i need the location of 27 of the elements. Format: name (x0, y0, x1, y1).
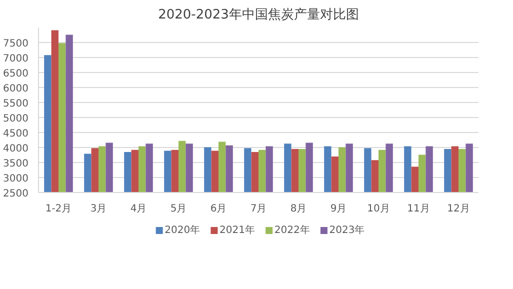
y-tick-label: 3500 (3, 158, 29, 170)
x-tick-label: 1-2月 (45, 204, 72, 214)
x-tick-label: 10月 (367, 204, 390, 214)
legend-label: 2023年 (329, 224, 365, 236)
legend-label: 2022年 (274, 224, 310, 236)
y-tick-label: 7500 (3, 38, 29, 50)
chart-title: 2020-2023年中国焦炭产量对比图 (158, 8, 359, 22)
y-tick-label: 3000 (3, 174, 29, 184)
y-tick-label: 7000 (3, 54, 29, 64)
x-tick-label: 12月 (447, 204, 470, 214)
x-tick-label: 11月 (407, 204, 430, 214)
x-tick-label: 3月 (90, 204, 107, 214)
y-tick-label: 5500 (3, 98, 29, 110)
x-tick-label: 6月 (210, 204, 227, 214)
y-tick-label: 6500 (3, 68, 29, 80)
y-tick-label: 2500 (3, 188, 29, 200)
x-tick-label: 9月 (330, 204, 347, 214)
y-tick-label: 5000 (3, 114, 29, 124)
y-tick-label: 6000 (3, 84, 29, 94)
x-tick-label: 4月 (130, 204, 147, 214)
x-tick-label: 7月 (250, 204, 267, 214)
legend-label: 2021年 (220, 224, 255, 236)
x-tick-label: 8月 (290, 204, 307, 214)
legend-label: 2020年 (164, 224, 200, 236)
x-tick-label: 5月 (170, 204, 187, 214)
y-tick-label: 4000 (3, 144, 29, 154)
y-tick-label: 4500 (3, 128, 29, 140)
